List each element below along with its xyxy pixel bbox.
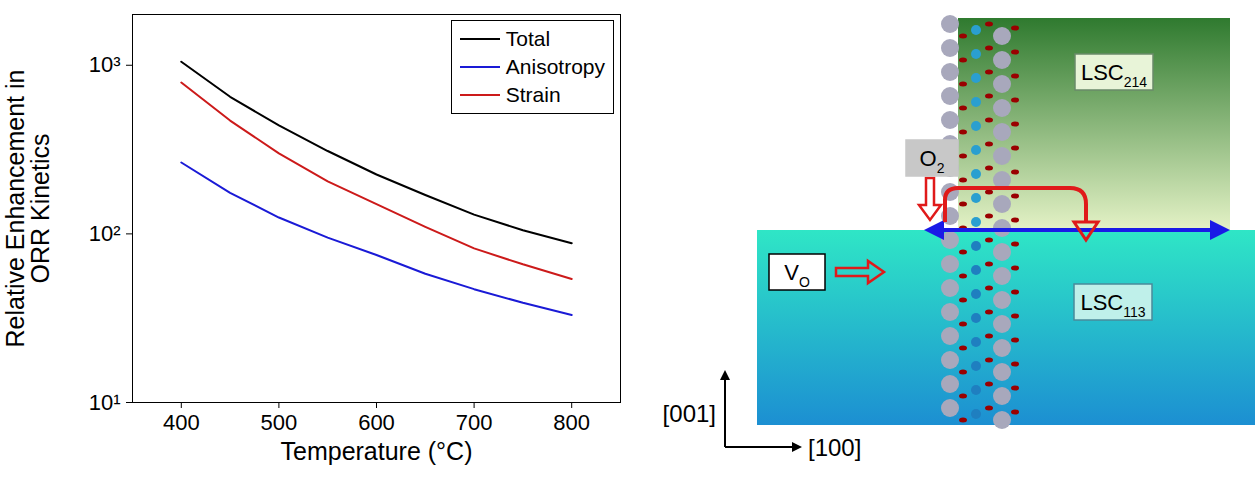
svg-text:O2: O2 [920, 146, 945, 176]
svg-text:10²: 10² [89, 221, 121, 246]
svg-text:LSC113: LSC113 [1080, 290, 1145, 320]
svg-text:LSC214: LSC214 [1081, 60, 1147, 90]
html-text:Total: Total [505, 27, 551, 50]
svg-text:VO: VO [784, 260, 810, 290]
svg-text:400: 400 [163, 410, 200, 435]
svg-text:600: 600 [358, 410, 395, 435]
svg-text:[100]: [100] [808, 434, 861, 461]
svg-text:10³: 10³ [89, 52, 121, 77]
svg-text:700: 700 [456, 410, 493, 435]
svg-text:10¹: 10¹ [89, 390, 121, 415]
svg-text:[001]: [001] [663, 400, 716, 427]
html-text:Strain: Strain [505, 83, 561, 106]
svg-text:Temperature (°C): Temperature (°C) [281, 437, 473, 465]
svg-text:500: 500 [261, 410, 298, 435]
svg-text:800: 800 [553, 410, 590, 435]
svg-text:Relative Enhancement inORR Kin: Relative Enhancement inORR Kinetics [1, 70, 54, 348]
html-text:Anisotropy: Anisotropy [505, 55, 605, 78]
